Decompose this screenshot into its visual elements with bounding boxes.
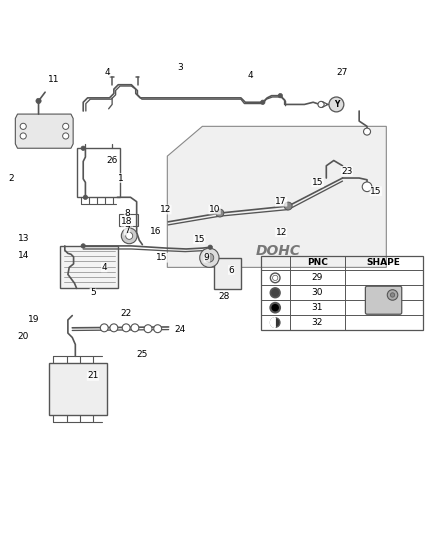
Text: 29: 29 [312, 273, 323, 282]
Circle shape [36, 98, 41, 103]
Text: Y: Y [334, 100, 339, 109]
Bar [261, 255, 423, 330]
Polygon shape [15, 114, 73, 148]
Circle shape [144, 325, 152, 333]
Bar [77, 148, 120, 197]
Circle shape [110, 324, 118, 332]
Text: 32: 32 [312, 318, 323, 327]
Wedge shape [270, 318, 275, 327]
Text: 20: 20 [17, 332, 28, 341]
Circle shape [216, 209, 224, 217]
Text: PNC: PNC [307, 259, 328, 268]
Circle shape [81, 146, 85, 150]
Circle shape [121, 228, 137, 244]
Circle shape [278, 93, 283, 98]
Circle shape [131, 324, 139, 332]
Circle shape [270, 303, 280, 312]
Circle shape [63, 133, 69, 139]
Text: 12: 12 [276, 228, 287, 237]
Text: 6: 6 [228, 265, 234, 274]
Circle shape [122, 324, 130, 332]
Circle shape [318, 101, 324, 108]
Text: 26: 26 [106, 156, 117, 165]
Text: 19: 19 [28, 314, 40, 324]
Circle shape [284, 202, 292, 210]
Text: 21: 21 [87, 372, 99, 381]
Circle shape [390, 293, 395, 297]
Text: 30: 30 [311, 288, 323, 297]
Circle shape [100, 324, 108, 332]
Text: 24: 24 [175, 325, 186, 334]
Text: 4: 4 [105, 68, 110, 77]
Text: 4: 4 [102, 263, 107, 272]
Text: 3: 3 [177, 63, 184, 72]
Text: 1: 1 [117, 174, 124, 182]
Text: 17: 17 [276, 197, 287, 206]
Circle shape [362, 182, 372, 191]
Circle shape [126, 232, 133, 239]
Text: DOHC: DOHC [256, 244, 300, 258]
Text: 22: 22 [120, 309, 132, 318]
Text: 10: 10 [209, 205, 220, 214]
Circle shape [208, 245, 212, 249]
FancyBboxPatch shape [365, 286, 402, 314]
Text: 11: 11 [48, 75, 59, 84]
Text: 15: 15 [194, 235, 205, 244]
Bar [214, 258, 241, 289]
Circle shape [20, 123, 26, 130]
Text: 15: 15 [312, 178, 323, 187]
Text: 15: 15 [370, 187, 381, 196]
Circle shape [205, 253, 214, 262]
Bar [60, 246, 118, 288]
Bar [49, 363, 107, 415]
Text: 27: 27 [336, 68, 347, 77]
Circle shape [63, 123, 69, 130]
Bar [119, 214, 138, 226]
Text: 25: 25 [137, 351, 148, 359]
Circle shape [81, 244, 85, 248]
Text: 2: 2 [9, 174, 14, 182]
Circle shape [261, 100, 265, 104]
Circle shape [270, 273, 280, 282]
Text: 12: 12 [160, 205, 171, 214]
Circle shape [154, 325, 162, 333]
Polygon shape [167, 126, 386, 268]
Text: 31: 31 [311, 303, 323, 312]
Circle shape [387, 290, 398, 300]
Circle shape [83, 195, 88, 199]
Text: SHAPE: SHAPE [367, 259, 401, 268]
Text: 14: 14 [18, 252, 30, 261]
Text: 15: 15 [156, 253, 168, 262]
Circle shape [270, 318, 280, 327]
Text: 18: 18 [121, 217, 133, 227]
Circle shape [270, 288, 280, 297]
Text: 23: 23 [341, 166, 353, 175]
Text: 9: 9 [204, 253, 210, 262]
Text: 8: 8 [124, 209, 130, 219]
Circle shape [329, 97, 344, 112]
Circle shape [200, 248, 219, 268]
Text: 7: 7 [124, 226, 130, 235]
Text: 5: 5 [90, 288, 96, 297]
Text: 28: 28 [219, 292, 230, 301]
Circle shape [20, 133, 26, 139]
Circle shape [364, 128, 371, 135]
Text: 16: 16 [150, 227, 161, 236]
Circle shape [272, 275, 278, 280]
Text: 13: 13 [18, 234, 30, 243]
Text: 4: 4 [248, 71, 253, 80]
